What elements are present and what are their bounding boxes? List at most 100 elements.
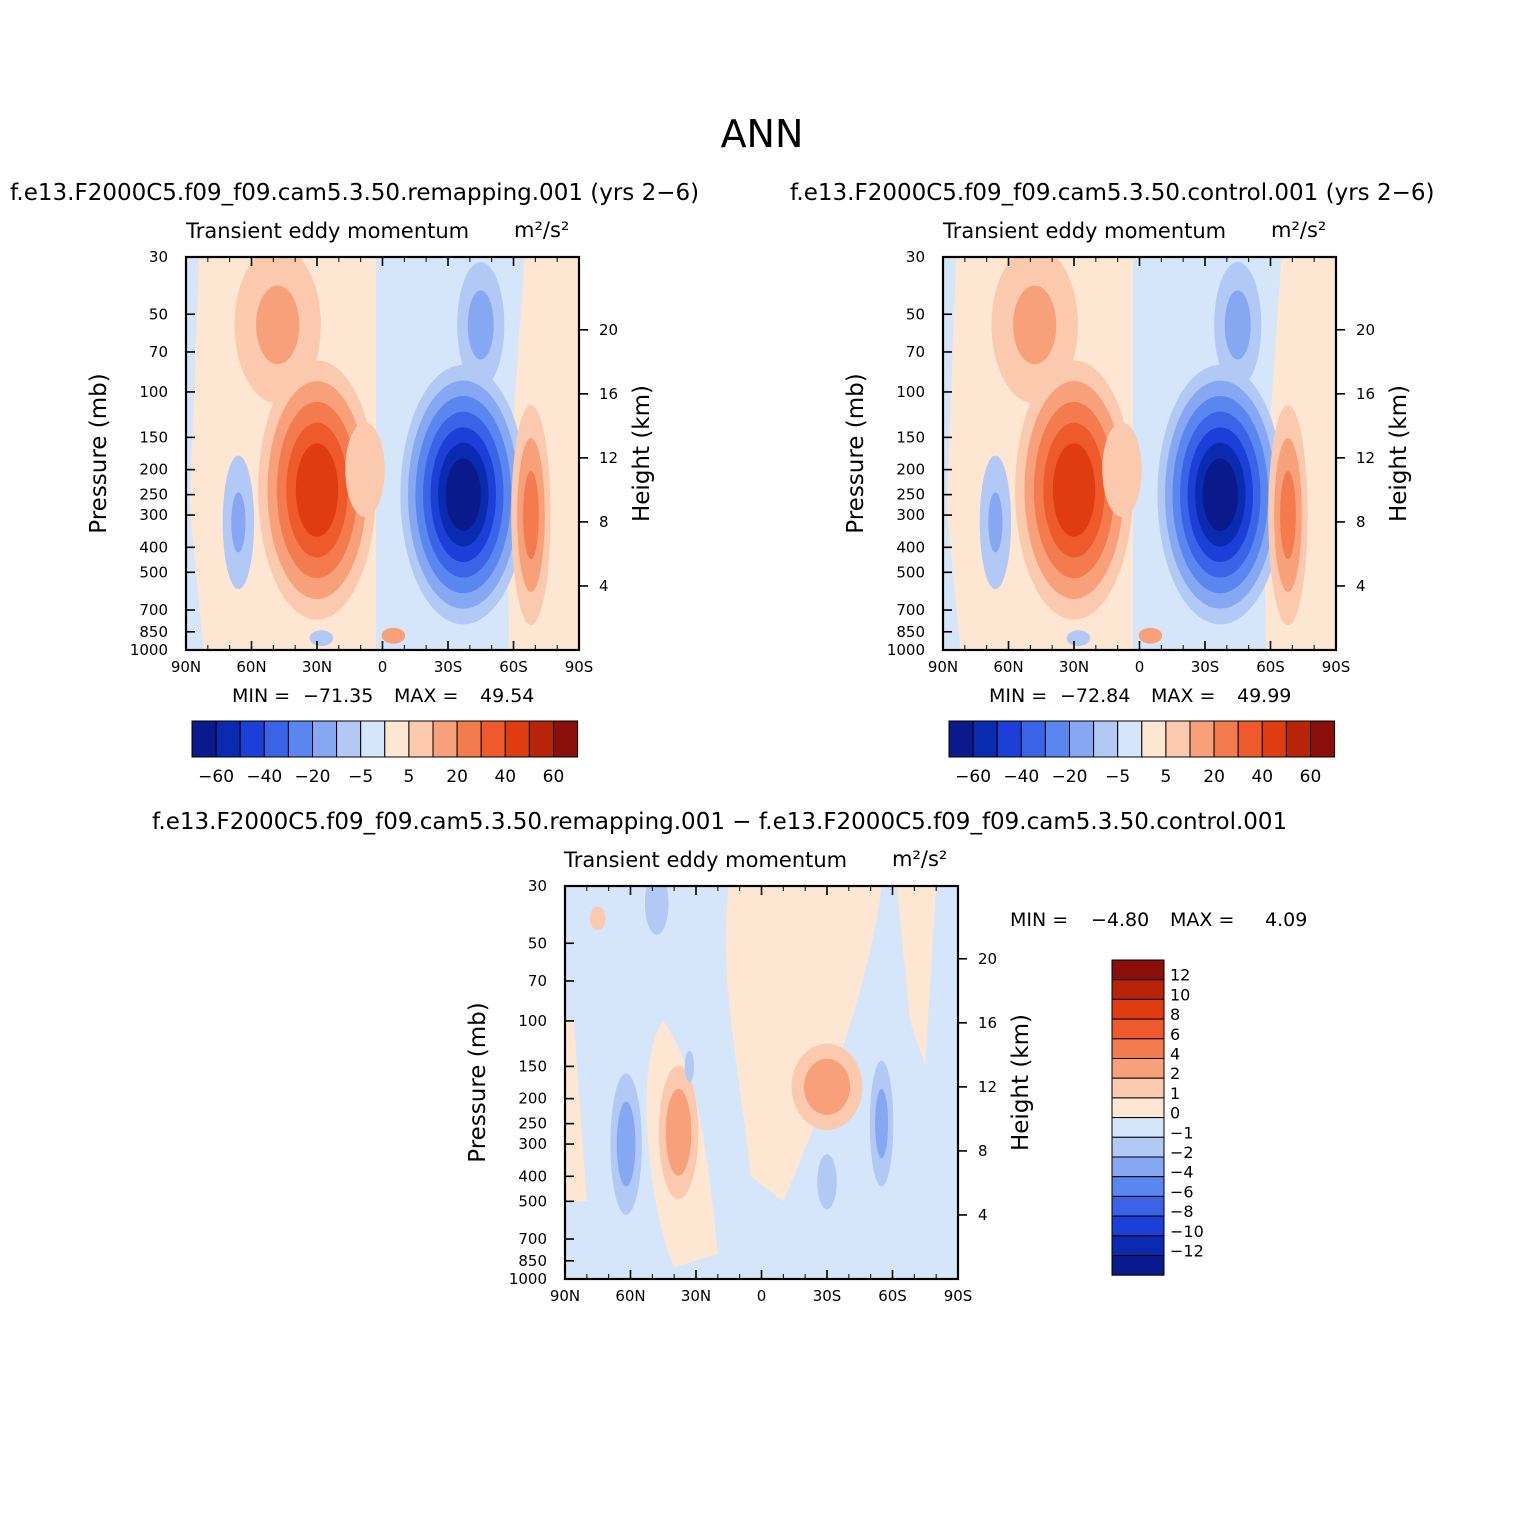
min-value: −4.80 [1091,909,1150,931]
pos-jet [295,443,339,537]
colorbar-label: −8 [1170,1202,1194,1221]
neg-lobe [875,1089,889,1159]
y-tick-label: 250 [896,486,925,504]
height-tick-label: 12 [599,449,618,467]
y-tick-label: 100 [518,1012,547,1030]
pos-spot [589,906,606,931]
colorbar-cell [1111,1077,1165,1099]
colorbar-label: 60 [543,767,565,787]
colorbar-label: −4 [1170,1163,1194,1182]
colorbar-cell [1213,720,1239,758]
height-tick-label: 8 [978,1142,988,1160]
y-tick-label: 850 [139,623,168,641]
x-tick-label: 30N [1059,658,1089,676]
x-tick-label: 90N [171,658,201,676]
y-tick-label: 500 [896,563,925,581]
pos-lobe-south [1280,471,1296,560]
neg-lobe [817,1154,837,1210]
colorbar-cell [1111,1136,1165,1158]
x-tick-label: 90S [1322,658,1351,676]
colorbar-label: −6 [1170,1182,1194,1201]
y-tick-label: 500 [139,563,168,581]
colorbar-label: −60 [198,767,234,787]
colorbar-cell [1111,1195,1165,1217]
y-tick-label: 300 [518,1135,547,1153]
band-neg [186,257,200,495]
neg-jet [445,458,481,531]
max-label: MAX = [1151,685,1216,707]
colorbar-cell [1111,959,1165,981]
colorbar-cell [1093,720,1119,758]
height-tick-label: 4 [599,577,609,595]
x-tick-label: 30S [1191,658,1220,676]
x-tick-label: 90S [944,1287,973,1305]
y-tick-label: 700 [896,601,925,619]
colorbar-label: 40 [494,767,516,787]
colorbar-label: −2 [1170,1143,1194,1162]
max-value: 49.99 [1237,685,1292,707]
y-tick-label: 70 [906,343,925,361]
colorbar-cell [553,720,579,758]
y-tick-label: 400 [518,1167,547,1185]
x-tick-label: 60N [615,1287,645,1305]
height-tick-label: 4 [1356,577,1366,595]
colorbar-label: −1 [1170,1123,1194,1142]
y-tick-label: 100 [896,383,925,401]
neg-lobe [988,492,1003,553]
neg-lobe-upper [467,290,494,360]
x-tick-label: 0 [1135,658,1145,676]
y-tick-label: 150 [518,1057,547,1075]
colorbar-cell [1111,1215,1165,1237]
y-tick-label: 30 [528,877,547,895]
colorbar-cell [191,720,217,758]
colorbar-cell [1111,1038,1165,1060]
pos-lobe [665,1088,692,1176]
band-pos [725,886,882,1202]
neg-spot [1066,630,1091,647]
min-label: MIN = [989,685,1048,707]
pos-lobe [345,422,385,517]
x-tick-label: 90S [565,658,594,676]
colorbar-label: 4 [1170,1045,1180,1064]
height-tick-label: 12 [978,1078,997,1096]
height-tick-label: 8 [599,513,609,531]
y-tick-label: 400 [896,538,925,556]
y-tick-label: 850 [896,623,925,641]
y-tick-label: 100 [139,383,168,401]
colorbar-label: 12 [1170,966,1190,985]
colorbar-cell [1111,1176,1165,1197]
y-axis-title: Pressure (mb) [843,373,869,533]
x-tick-label: 0 [378,658,388,676]
colorbar-label: −5 [348,767,373,787]
colorbar-cell [336,720,362,758]
y-axis-title-right: Height (km) [1008,1014,1034,1151]
colorbar-cell [1111,1156,1165,1178]
colorbar-label: 10 [1170,985,1190,1004]
band-pos [896,886,937,1067]
x-tick-label: 30S [434,658,463,676]
colorbar-label: 60 [1300,767,1322,787]
colorbar-label: −20 [295,767,331,787]
max-label: MAX = [1170,909,1235,931]
min-value: −72.84 [1060,685,1131,707]
y-tick-label: 70 [528,972,547,990]
y-axis-title: Pressure (mb) [465,1002,491,1162]
colorbar-cell [1111,979,1165,1000]
colorbar-cell [528,720,555,758]
x-tick-label: 90N [928,658,958,676]
contour-field [943,257,1336,650]
y-axis-title-right: Height (km) [629,385,655,522]
y-axis-title-right: Height (km) [1386,385,1412,522]
neg-lobe [616,1101,636,1187]
colorbar-label: 8 [1170,1005,1180,1024]
y-axis-title: Pressure (mb) [86,373,112,533]
height-tick-label: 20 [978,950,997,968]
colorbar-cell [360,720,386,758]
colorbar-label: 0 [1170,1104,1180,1123]
y-tick-label: 250 [518,1115,547,1133]
colorbar-label: 6 [1170,1025,1180,1044]
